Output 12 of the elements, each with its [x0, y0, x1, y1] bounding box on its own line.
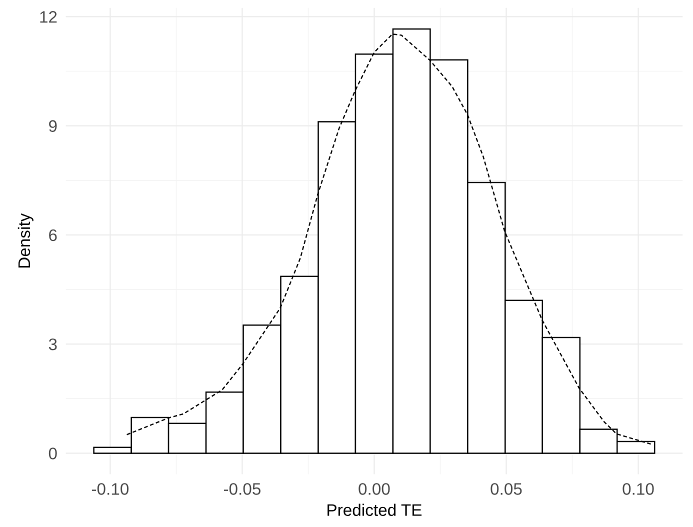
x-tick-label: 0.10: [622, 483, 654, 495]
x-tick-label: -0.05: [224, 483, 261, 495]
x-tick-label: 0.00: [358, 483, 390, 495]
y-axis-title: Density: [18, 213, 34, 268]
y-tick-label: 12: [40, 11, 57, 23]
y-tick-label: 0: [48, 448, 57, 460]
x-tick-label: -0.10: [92, 483, 129, 495]
y-tick-label: 3: [48, 338, 57, 350]
y-tick-label: 9: [49, 120, 57, 132]
x-tick-label: 0.05: [490, 483, 522, 495]
y-tick-label: 6: [49, 229, 57, 242]
x-axis-title: Predicted TE: [328, 504, 422, 516]
